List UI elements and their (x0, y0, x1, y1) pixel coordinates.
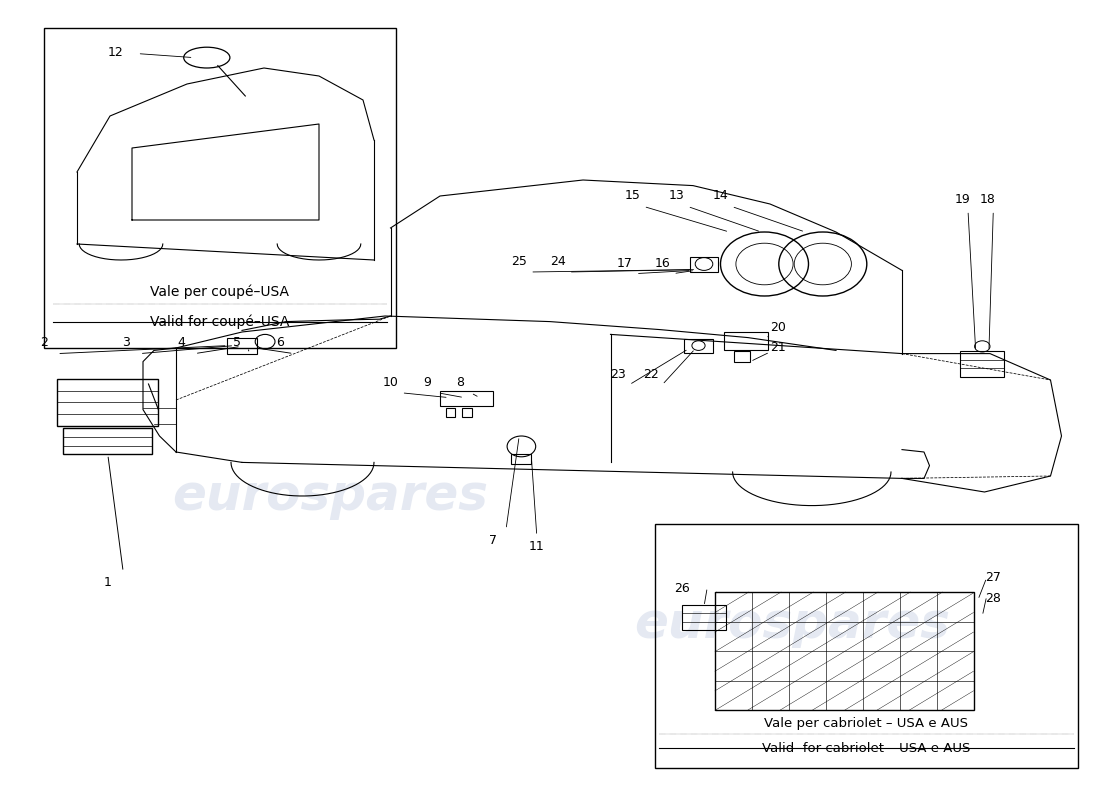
Bar (63, 428, 152, 454)
Text: Valid for coupé–USA: Valid for coupé–USA (151, 314, 289, 329)
Text: 8: 8 (455, 376, 464, 389)
Text: 2: 2 (40, 336, 48, 349)
Text: 26: 26 (674, 582, 690, 594)
Text: 1: 1 (103, 576, 112, 589)
Text: eurospares: eurospares (172, 472, 488, 520)
Text: 28: 28 (986, 592, 1001, 605)
Text: 12: 12 (108, 46, 123, 58)
Bar (724, 332, 768, 350)
Bar (734, 351, 750, 362)
Text: 18: 18 (980, 194, 996, 206)
Bar (690, 257, 718, 272)
Bar (462, 408, 472, 417)
Text: 9: 9 (422, 376, 431, 389)
Text: 7: 7 (488, 534, 497, 546)
Bar (960, 351, 1004, 377)
Text: 23: 23 (610, 368, 626, 381)
Text: 4: 4 (177, 336, 186, 349)
Text: 21: 21 (770, 341, 785, 354)
Text: 16: 16 (654, 257, 670, 270)
Text: Valid  for cabriolet – USA e AUS: Valid for cabriolet – USA e AUS (761, 742, 970, 754)
Bar (227, 338, 257, 354)
Bar (512, 454, 531, 464)
Text: 20: 20 (770, 322, 785, 334)
Text: 27: 27 (986, 571, 1001, 584)
Bar (682, 605, 726, 630)
Bar (440, 391, 493, 406)
Text: 22: 22 (644, 368, 659, 381)
Text: 6: 6 (276, 336, 285, 349)
Text: 3: 3 (122, 336, 131, 349)
Text: eurospares: eurospares (634, 600, 950, 648)
Text: 10: 10 (383, 376, 398, 389)
Text: 24: 24 (550, 255, 565, 268)
Text: 17: 17 (617, 257, 632, 270)
Bar (446, 408, 455, 417)
Text: Vale per coupé–USA: Vale per coupé–USA (151, 285, 289, 299)
Bar (57, 379, 158, 426)
Bar (715, 592, 974, 710)
Text: 5: 5 (232, 336, 241, 349)
Bar (684, 339, 713, 353)
Text: 25: 25 (512, 255, 527, 268)
Text: 11: 11 (529, 540, 544, 553)
Text: Vale per cabriolet – USA e AUS: Vale per cabriolet – USA e AUS (763, 718, 968, 730)
Text: 15: 15 (625, 190, 640, 202)
Text: 13: 13 (669, 190, 684, 202)
Text: 14: 14 (713, 190, 728, 202)
Text: 19: 19 (955, 194, 970, 206)
